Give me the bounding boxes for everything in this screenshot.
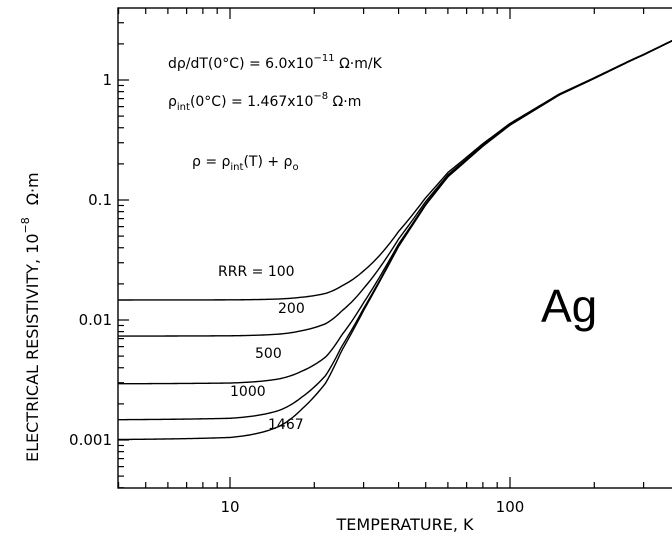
curve-label-rrr-500: 500 — [255, 346, 282, 362]
curve-label-rrr-100: RRR = 100 — [218, 264, 295, 280]
curve-label-rrr-200: 200 — [278, 301, 305, 317]
curve-rrr-1467 — [118, 40, 672, 441]
y-axis-title: ELECTRICAL RESISTIVITY, 10−8 Ω·m — [19, 172, 42, 462]
y-axis-title-unit: Ω·m — [23, 172, 42, 205]
material-label: Ag — [541, 280, 597, 332]
curve-label-rrr-1467: 1467 — [268, 417, 304, 433]
y-axis-title-group: ELECTRICAL RESISTIVITY, 10−8 Ω·m — [19, 172, 42, 462]
y-tick-label: 0.1 — [88, 191, 112, 209]
tick-labels: 10 100 0.001 0.01 0.1 1 — [69, 71, 524, 516]
y-tick-label: 1 — [102, 71, 112, 89]
annotation-formula: ρ = ρint(T) + ρo — [192, 154, 299, 173]
series-curves — [118, 39, 672, 441]
y-axis-title-main: ELECTRICAL RESISTIVITY, 10 — [23, 233, 42, 462]
y-tick-label: 0.01 — [79, 311, 112, 329]
x-tick-label: 100 — [496, 498, 525, 516]
y-tick-label: 0.001 — [69, 431, 112, 449]
annotation-slope: dρ/dT(0°C) = 6.0x10−11 Ω·m/K — [168, 53, 383, 72]
y-axis-title-exponent: −8 — [19, 217, 32, 233]
curve-label-rrr-1000: 1000 — [230, 384, 266, 400]
x-axis-title: TEMPERATURE, K — [336, 515, 475, 534]
annotation-intrinsic: ρint(0°C) = 1.467x10−8 Ω·m — [168, 91, 361, 113]
x-tick-label: 10 — [220, 498, 239, 516]
axis-ticks — [117, 8, 645, 489]
